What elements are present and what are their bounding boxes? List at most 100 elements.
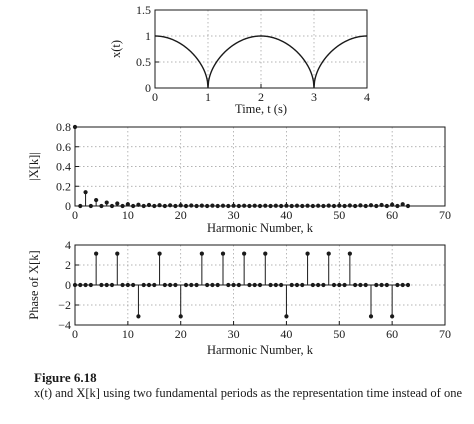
x-tick-label: 60: [386, 208, 398, 222]
stem-marker: [205, 203, 210, 209]
stem-marker: [83, 190, 88, 195]
stem-marker: [284, 314, 289, 319]
stem-marker: [384, 203, 389, 209]
stem-marker: [353, 203, 358, 209]
stem-marker: [310, 203, 315, 209]
y-axis-label: Phase of X[k]: [27, 250, 41, 319]
stem-marker: [326, 251, 331, 256]
stem-marker: [284, 203, 289, 208]
stem-marker: [120, 282, 125, 288]
stem-marker: [316, 203, 321, 208]
stem-marker: [331, 282, 337, 288]
stem-marker: [305, 203, 310, 208]
stem-marker: [400, 202, 405, 207]
y-tick-label: −2: [58, 298, 71, 312]
stem-marker: [358, 282, 363, 288]
stem-marker: [395, 282, 400, 288]
x-tick-label: 40: [280, 327, 292, 341]
stem-marker: [242, 251, 247, 256]
stem-marker: [115, 251, 120, 256]
stem-marker: [131, 282, 136, 288]
x-tick-label: 0: [72, 327, 78, 341]
stem-marker: [88, 203, 93, 209]
stem-marker: [83, 282, 88, 288]
stem-marker: [78, 282, 83, 288]
stem-marker: [94, 251, 99, 256]
stem-marker: [183, 282, 189, 288]
stem-marker: [157, 251, 162, 256]
stem-marker: [189, 282, 194, 288]
stem-marker: [363, 282, 368, 288]
stem-marker: [131, 203, 136, 209]
x-tick-label: 10: [122, 327, 134, 341]
stem-marker: [72, 282, 78, 288]
y-axis-label: x(t): [109, 40, 123, 58]
y-tick-label: 2: [65, 258, 71, 272]
stem-marker: [316, 282, 321, 288]
figure-title: Figure 6.18: [34, 370, 97, 385]
stem-marker: [236, 203, 241, 209]
x-axis-label: Time, t (s): [235, 102, 287, 116]
y-tick-label: 0: [65, 199, 71, 213]
stem-marker: [205, 282, 210, 288]
stem-marker: [125, 202, 130, 207]
stem-marker: [104, 282, 109, 288]
stem-marker: [390, 202, 395, 207]
stem-marker: [125, 282, 130, 288]
stem-marker: [374, 203, 379, 209]
y-tick-label: 1: [145, 29, 151, 43]
stem-marker: [358, 203, 363, 208]
stem-marker: [279, 282, 284, 288]
x-tick-label: 70: [439, 327, 451, 341]
stem-marker: [226, 203, 231, 209]
x-tick-label: 20: [175, 208, 187, 222]
stem-marker: [178, 203, 183, 208]
stem-marker: [289, 203, 294, 209]
stem-marker: [300, 203, 305, 209]
stem-marker: [342, 282, 347, 288]
stem-marker: [215, 203, 220, 209]
stem-marker: [310, 282, 315, 288]
stem-marker: [305, 251, 310, 256]
stem-marker: [115, 201, 120, 206]
stem-marker: [263, 203, 268, 208]
y-tick-label: 0.4: [56, 160, 71, 174]
stem-marker: [136, 314, 141, 319]
stem-marker: [252, 282, 257, 288]
y-tick-label: 0.6: [56, 140, 71, 154]
y-tick-label: 0: [65, 278, 71, 292]
stem-marker: [168, 203, 173, 208]
stem-marker: [321, 282, 326, 288]
stem-marker: [395, 203, 400, 209]
stem-marker: [162, 203, 167, 209]
phase-panel: 0 10 20 30 40 50 60 70 −4 −2 0 2 4 Harmonic Number, k…: [27, 238, 451, 357]
stem-marker: [146, 202, 152, 208]
stem-marker: [210, 203, 215, 208]
x-tick-label: 70: [439, 208, 451, 222]
y-tick-label: 0: [145, 81, 151, 95]
stem-marker: [162, 282, 167, 288]
stem-marker: [136, 202, 141, 207]
stem-marker: [353, 282, 358, 288]
figure-caption-text: x(t) and X[k] using two fundamental peri…: [34, 386, 463, 400]
stem-marker: [231, 282, 236, 288]
stem-marker: [72, 124, 78, 130]
stem-marker: [173, 203, 178, 209]
stem-marker: [220, 251, 226, 256]
stem-marker: [215, 282, 220, 288]
magnitude-panel: 0 10 20 30 40 50 60 70 0 0.2 0.4 0.6 0.8 Harmonic Num…: [27, 120, 451, 235]
stem-marker: [199, 251, 204, 256]
stem-marker: [273, 203, 278, 208]
stem-marker: [390, 314, 395, 319]
stem-marker: [210, 282, 215, 288]
stem-marker: [247, 282, 252, 288]
stem-marker: [109, 203, 115, 209]
stem-marker: [347, 251, 352, 256]
stem-marker: [289, 282, 294, 288]
stem-marker: [168, 282, 173, 288]
y-axis-label: |X[k]|: [27, 152, 41, 181]
stem-marker: [273, 282, 278, 288]
stem-marker: [300, 282, 305, 288]
x-tick-label: 30: [228, 327, 240, 341]
